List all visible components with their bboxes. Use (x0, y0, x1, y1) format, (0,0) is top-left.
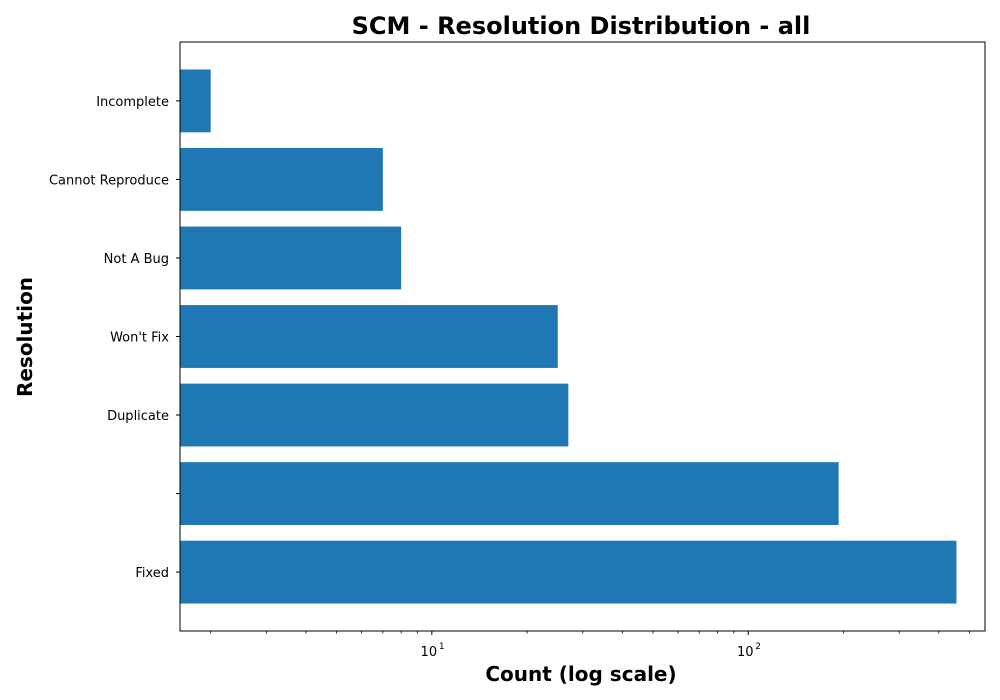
y-tick-label: Cannot Reproduce (49, 173, 169, 188)
y-tick-label: Won't Fix (110, 331, 169, 346)
bar (180, 305, 558, 368)
y-tick-label: Not A Bug (104, 252, 169, 267)
bars-layer (180, 69, 957, 604)
y-axis-label: Resolution (13, 277, 37, 397)
bar (180, 69, 211, 133)
chart-title: SCM - Resolution Distribution - all (352, 12, 811, 40)
x-tick-exponent: 1 (439, 642, 445, 652)
bar (180, 540, 957, 604)
y-tick-label: Duplicate (107, 409, 169, 424)
y-ticks-layer: Fixed Duplicate Won't Fix Not A Bug Cannot R… (49, 95, 180, 581)
x-ticks-layer: 10 1 10 2 (210, 631, 970, 660)
y-tick-label: Incomplete (96, 95, 169, 110)
x-tick-exponent: 2 (755, 642, 761, 652)
x-tick-label: 10 (421, 645, 438, 660)
bar (180, 462, 839, 525)
bar (180, 383, 569, 447)
x-tick-label: 10 (737, 645, 754, 660)
x-axis-label: Count (log scale) (485, 662, 676, 686)
bar (180, 226, 402, 290)
y-tick-label: Fixed (135, 566, 169, 581)
bar (180, 148, 383, 211)
